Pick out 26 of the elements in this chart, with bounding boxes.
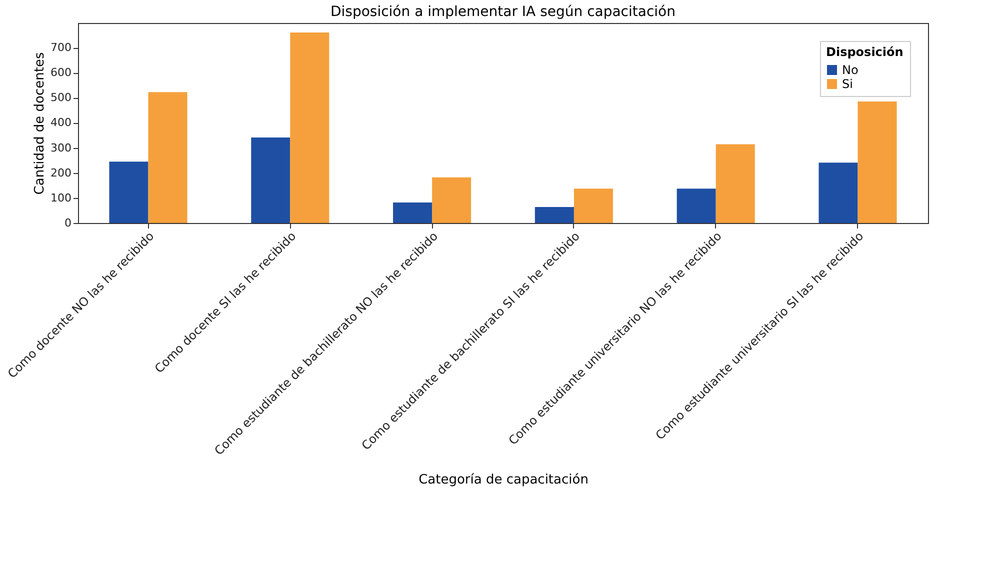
y-tick-label: 200 (50, 166, 72, 180)
y-axis-title: Cantidad de docentes (32, 52, 48, 195)
bar (109, 162, 148, 223)
bar (676, 188, 716, 223)
x-axis-title: Categoría de capacitación (418, 472, 588, 488)
bar (818, 162, 858, 223)
y-tick-label: 600 (50, 66, 72, 80)
y-tick-label: 300 (50, 141, 72, 154)
bar (393, 202, 432, 223)
bar (716, 144, 755, 223)
bar (148, 92, 188, 223)
bar (290, 32, 330, 223)
legend-title: Disposición (826, 45, 904, 59)
y-tick-label: 400 (50, 116, 72, 130)
y-tick-label: 500 (50, 91, 72, 104)
legend-label: Si (842, 77, 853, 91)
bar (574, 188, 613, 223)
y-tick-label: 100 (50, 191, 72, 204)
bar (858, 101, 897, 223)
y-tick-label: 0 (64, 216, 72, 230)
bar (251, 138, 290, 223)
bar (432, 177, 472, 223)
legend-label: No (842, 63, 858, 77)
chart-title: Disposición a implementar IA según capacitación (330, 4, 676, 20)
bar (534, 206, 574, 223)
y-tick-label: 700 (50, 41, 72, 54)
